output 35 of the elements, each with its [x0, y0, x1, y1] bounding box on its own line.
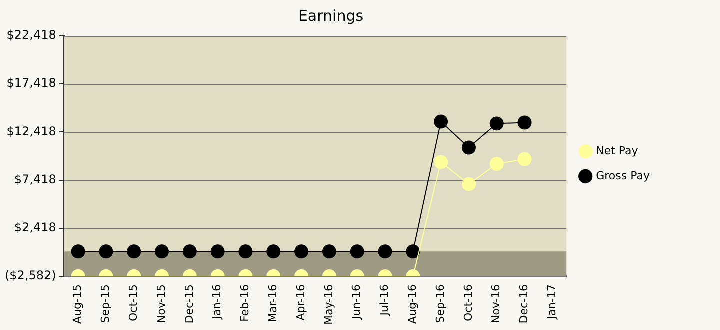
point: [434, 114, 448, 129]
legend-label: Net Pay: [596, 144, 639, 158]
x-tick-label: Dec-15: [182, 284, 196, 324]
chart-title: Earnings: [298, 6, 364, 25]
x-tick-label: Oct-15: [126, 284, 140, 322]
x-tick-label: Nov-15: [154, 284, 168, 324]
x-tick-label: Jul-16: [378, 284, 392, 317]
x-tick-label: Nov-16: [490, 284, 503, 324]
x-tick-label: Jun-16: [350, 284, 364, 321]
x-tick-label: Mar-16: [266, 284, 280, 323]
x-tick-label: Aug-15: [71, 284, 84, 324]
y-tick-label: ($2,582): [4, 268, 56, 283]
point: [462, 177, 476, 192]
legend-label: Gross Pay: [596, 169, 650, 182]
point: [490, 157, 504, 172]
x-tick-label: Oct-16: [462, 284, 475, 322]
x-tick-label: Sep-16: [434, 284, 447, 324]
y-tick-label: $17,418: [6, 76, 56, 90]
x-tick-label: May-16: [322, 284, 336, 325]
y-tick-label: $22,418: [6, 28, 56, 42]
y-tick-label: $12,418: [6, 124, 56, 138]
point: [462, 140, 476, 155]
point: [518, 152, 532, 166]
point: [490, 116, 504, 131]
x-tick-label: Sep-15: [99, 284, 112, 324]
y-tick-label: $2,418: [14, 220, 56, 235]
x-tick-label: Dec-16: [518, 284, 531, 324]
x-tick-label: Apr-16: [294, 284, 308, 321]
x-tick-label: Aug-16: [406, 284, 420, 324]
x-tick-label: Feb-16: [238, 284, 252, 322]
point: [434, 155, 448, 170]
x-tick-label: Jan-17: [546, 284, 559, 320]
y-tick-label: $7,418: [14, 172, 56, 186]
x-tick-label: Jan-16: [210, 284, 224, 320]
point: [518, 116, 532, 130]
